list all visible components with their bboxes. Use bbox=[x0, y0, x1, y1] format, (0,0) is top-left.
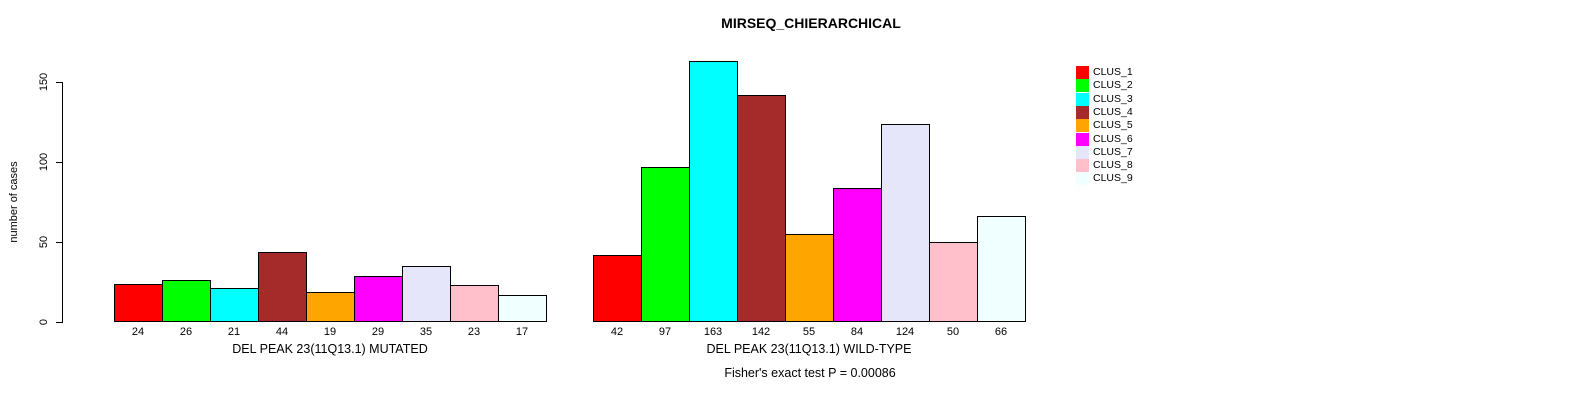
bar-clus_6 bbox=[354, 276, 403, 322]
bar-clus_3 bbox=[689, 61, 738, 322]
bar-clus_9 bbox=[498, 295, 547, 322]
x-axis-title: DEL PEAK 23(11Q13.1) WILD-TYPE bbox=[706, 342, 912, 356]
bar-clus_5 bbox=[785, 234, 834, 322]
legend-swatch-clus_3 bbox=[1076, 93, 1089, 106]
y-tick-mark bbox=[56, 242, 62, 243]
bar-count-label: 55 bbox=[802, 326, 816, 338]
legend-label-clus_6: CLUS_6 bbox=[1093, 133, 1133, 145]
bar-clus_1 bbox=[593, 255, 642, 322]
legend-label-clus_5: CLUS_5 bbox=[1093, 119, 1133, 131]
bar-clus_5 bbox=[306, 292, 355, 322]
bar-count-label: 17 bbox=[515, 326, 529, 338]
y-axis-line bbox=[62, 82, 63, 323]
bar-count-label: 142 bbox=[751, 326, 771, 338]
bar-clus_9 bbox=[977, 216, 1026, 322]
bar-count-label: 23 bbox=[467, 326, 481, 338]
bar-clus_6 bbox=[833, 188, 882, 322]
bar-count-label: 35 bbox=[419, 326, 433, 338]
legend-label-clus_3: CLUS_3 bbox=[1093, 93, 1133, 105]
legend-label-clus_2: CLUS_2 bbox=[1093, 79, 1133, 91]
legend-label-clus_8: CLUS_8 bbox=[1093, 159, 1133, 171]
bar-clus_3 bbox=[210, 288, 259, 322]
legend-swatch-clus_9 bbox=[1076, 172, 1089, 185]
y-tick-label: 50 bbox=[38, 235, 50, 249]
bar-count-label: 29 bbox=[371, 326, 385, 338]
bar-count-label: 21 bbox=[227, 326, 241, 338]
bar-clus_8 bbox=[929, 242, 978, 322]
y-tick-mark bbox=[56, 322, 62, 323]
bar-clus_7 bbox=[881, 124, 930, 322]
y-tick-mark bbox=[56, 162, 62, 163]
bar-count-label: 163 bbox=[703, 326, 723, 338]
bar-clus_4 bbox=[258, 252, 307, 322]
y-tick-mark bbox=[56, 82, 62, 83]
bar-count-label: 42 bbox=[610, 326, 624, 338]
fisher-test-pvalue: Fisher's exact test P = 0.00086 bbox=[724, 366, 896, 380]
y-axis-title: number of cases bbox=[8, 161, 20, 243]
bar-clus_2 bbox=[162, 280, 211, 322]
legend-swatch-clus_6 bbox=[1076, 133, 1089, 146]
y-tick-label: 100 bbox=[38, 152, 50, 172]
figure-title: MIRSEQ_CHIERARCHICAL bbox=[721, 15, 901, 31]
y-tick-label: 0 bbox=[38, 318, 50, 326]
legend-label-clus_9: CLUS_9 bbox=[1093, 172, 1133, 184]
legend-label-clus_4: CLUS_4 bbox=[1093, 106, 1133, 118]
bar-count-label: 124 bbox=[895, 326, 915, 338]
legend-swatch-clus_8 bbox=[1076, 159, 1089, 172]
legend-swatch-clus_4 bbox=[1076, 106, 1089, 119]
legend-swatch-clus_5 bbox=[1076, 119, 1089, 132]
bar-count-label: 66 bbox=[994, 326, 1008, 338]
bar-count-label: 19 bbox=[323, 326, 337, 338]
bar-count-label: 50 bbox=[946, 326, 960, 338]
bar-clus_2 bbox=[641, 167, 690, 322]
legend-swatch-clus_1 bbox=[1076, 66, 1089, 79]
legend-label-clus_7: CLUS_7 bbox=[1093, 146, 1133, 158]
y-tick-label: 150 bbox=[38, 72, 50, 92]
bar-count-label: 26 bbox=[179, 326, 193, 338]
bar-count-label: 24 bbox=[131, 326, 145, 338]
legend-swatch-clus_7 bbox=[1076, 146, 1089, 159]
legend-label-clus_1: CLUS_1 bbox=[1093, 66, 1133, 78]
bar-clus_1 bbox=[114, 284, 163, 322]
bar-clus_4 bbox=[737, 95, 786, 322]
bar-count-label: 44 bbox=[275, 326, 289, 338]
legend-swatch-clus_2 bbox=[1076, 79, 1089, 92]
bar-count-label: 84 bbox=[850, 326, 864, 338]
bar-count-label: 97 bbox=[658, 326, 672, 338]
x-axis-title: DEL PEAK 23(11Q13.1) MUTATED bbox=[232, 342, 428, 356]
bar-clus_7 bbox=[402, 266, 451, 322]
bar-clus_8 bbox=[450, 285, 499, 322]
